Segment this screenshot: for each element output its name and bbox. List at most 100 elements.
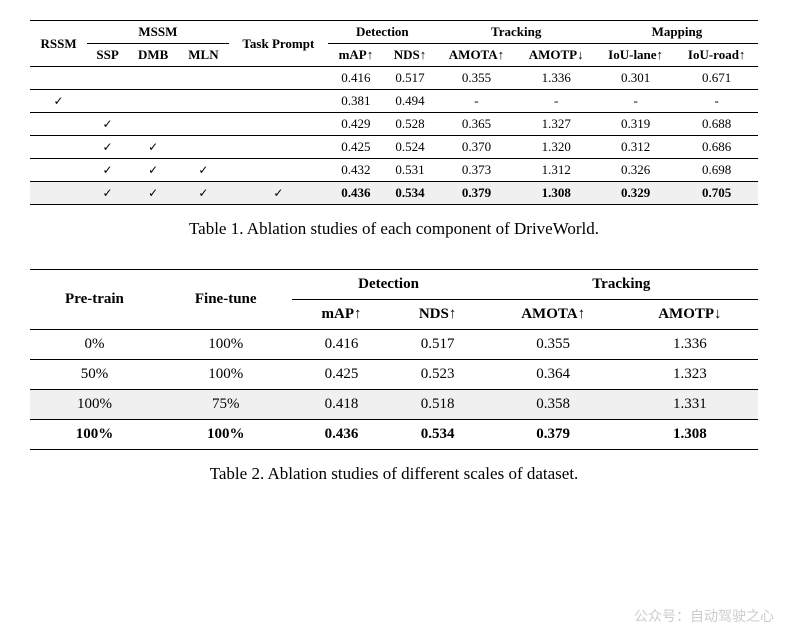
- col-amota-2: AMOTA↑: [485, 300, 622, 330]
- cell: 75%: [159, 390, 293, 420]
- col-finetune: Fine-tune: [159, 270, 293, 330]
- cell: 0.671: [675, 67, 758, 90]
- ablation-table-1: RSSM MSSM Task Prompt Detection Tracking…: [30, 20, 758, 205]
- cell: [128, 113, 178, 136]
- col-group-mapping: Mapping: [596, 21, 758, 44]
- cell: [128, 90, 178, 113]
- cell: ✓: [128, 136, 178, 159]
- cell: 0.429: [328, 113, 383, 136]
- cell: 0.301: [596, 67, 675, 90]
- cell: 100%: [30, 420, 159, 450]
- table-row: 0.4160.5170.3551.3360.3010.671: [30, 67, 758, 90]
- cell: 0.329: [596, 182, 675, 205]
- cell: ✓: [128, 182, 178, 205]
- col-rssm: RSSM: [30, 21, 87, 67]
- cell: 1.323: [622, 360, 758, 390]
- cell: 0.686: [675, 136, 758, 159]
- col-group-tracking-2: Tracking: [485, 270, 758, 300]
- cell: 1.336: [622, 330, 758, 360]
- cell: 0.418: [292, 390, 390, 420]
- col-pretrain: Pre-train: [30, 270, 159, 330]
- cell: [128, 67, 178, 90]
- cell: 1.336: [516, 67, 595, 90]
- cell: ✓: [87, 113, 128, 136]
- cell: 0.432: [328, 159, 383, 182]
- col-ssp: SSP: [87, 44, 128, 67]
- cell: 100%: [30, 390, 159, 420]
- cell: 0.381: [328, 90, 383, 113]
- cell: 0.517: [391, 330, 485, 360]
- cell: [178, 67, 228, 90]
- cell: -: [675, 90, 758, 113]
- cell: 0.355: [436, 67, 516, 90]
- cell: 0.517: [384, 67, 437, 90]
- cell: ✓: [229, 182, 329, 205]
- cell: [30, 67, 87, 90]
- table-row: ✓✓✓0.4320.5310.3731.3120.3260.698: [30, 159, 758, 182]
- cell: 0.436: [292, 420, 390, 450]
- cell: [87, 67, 128, 90]
- cell: [30, 113, 87, 136]
- cell: 0.379: [436, 182, 516, 205]
- col-group-detection-2: Detection: [292, 270, 484, 300]
- cell: [178, 90, 228, 113]
- cell: 0.416: [328, 67, 383, 90]
- cell: ✓: [128, 159, 178, 182]
- cell: 0.379: [485, 420, 622, 450]
- col-nds-2: NDS↑: [391, 300, 485, 330]
- table-row: ✓✓0.4250.5240.3701.3200.3120.686: [30, 136, 758, 159]
- watermark-text: 公众号：自动驾驶之心: [634, 606, 774, 626]
- cell: 50%: [30, 360, 159, 390]
- cell: ✓: [87, 182, 128, 205]
- cell: [229, 90, 329, 113]
- cell: 0.365: [436, 113, 516, 136]
- cell: [229, 113, 329, 136]
- cell: 0.312: [596, 136, 675, 159]
- cell: ✓: [87, 159, 128, 182]
- cell: -: [436, 90, 516, 113]
- col-amotp: AMOTP↓: [516, 44, 595, 67]
- col-amota: AMOTA↑: [436, 44, 516, 67]
- col-mln: MLN: [178, 44, 228, 67]
- col-map-2: mAP↑: [292, 300, 390, 330]
- col-nds: NDS↑: [384, 44, 437, 67]
- cell: 100%: [159, 330, 293, 360]
- table-row: ✓0.3810.494----: [30, 90, 758, 113]
- cell: 0.524: [384, 136, 437, 159]
- cell: 0.534: [391, 420, 485, 450]
- cell: [229, 159, 329, 182]
- table-row: 50%100%0.4250.5230.3641.323: [30, 360, 758, 390]
- cell: [87, 90, 128, 113]
- col-iou-road: IoU-road↑: [675, 44, 758, 67]
- cell: 0.698: [675, 159, 758, 182]
- col-iou-lane: IoU-lane↑: [596, 44, 675, 67]
- table2-caption: Table 2. Ablation studies of different s…: [30, 464, 758, 484]
- cell: ✓: [30, 90, 87, 113]
- cell: 0.364: [485, 360, 622, 390]
- cell: [30, 159, 87, 182]
- cell: [30, 182, 87, 205]
- cell: 0%: [30, 330, 159, 360]
- cell: 100%: [159, 420, 293, 450]
- cell: -: [596, 90, 675, 113]
- cell: 0.436: [328, 182, 383, 205]
- col-task-prompt: Task Prompt: [229, 21, 329, 67]
- cell: 100%: [159, 360, 293, 390]
- col-group-mssm: MSSM: [87, 21, 228, 44]
- col-dmb: DMB: [128, 44, 178, 67]
- cell: 1.331: [622, 390, 758, 420]
- cell: 1.312: [516, 159, 595, 182]
- cell: 1.308: [622, 420, 758, 450]
- cell: 0.373: [436, 159, 516, 182]
- col-group-tracking: Tracking: [436, 21, 595, 44]
- table-row: ✓0.4290.5280.3651.3270.3190.688: [30, 113, 758, 136]
- table1-caption: Table 1. Ablation studies of each compon…: [30, 219, 758, 239]
- cell: 0.534: [384, 182, 437, 205]
- cell: [178, 136, 228, 159]
- table-row: 100%75%0.4180.5180.3581.331: [30, 390, 758, 420]
- col-amotp-2: AMOTP↓: [622, 300, 758, 330]
- col-group-detection: Detection: [328, 21, 436, 44]
- cell: 0.528: [384, 113, 437, 136]
- cell: 0.523: [391, 360, 485, 390]
- cell: 0.358: [485, 390, 622, 420]
